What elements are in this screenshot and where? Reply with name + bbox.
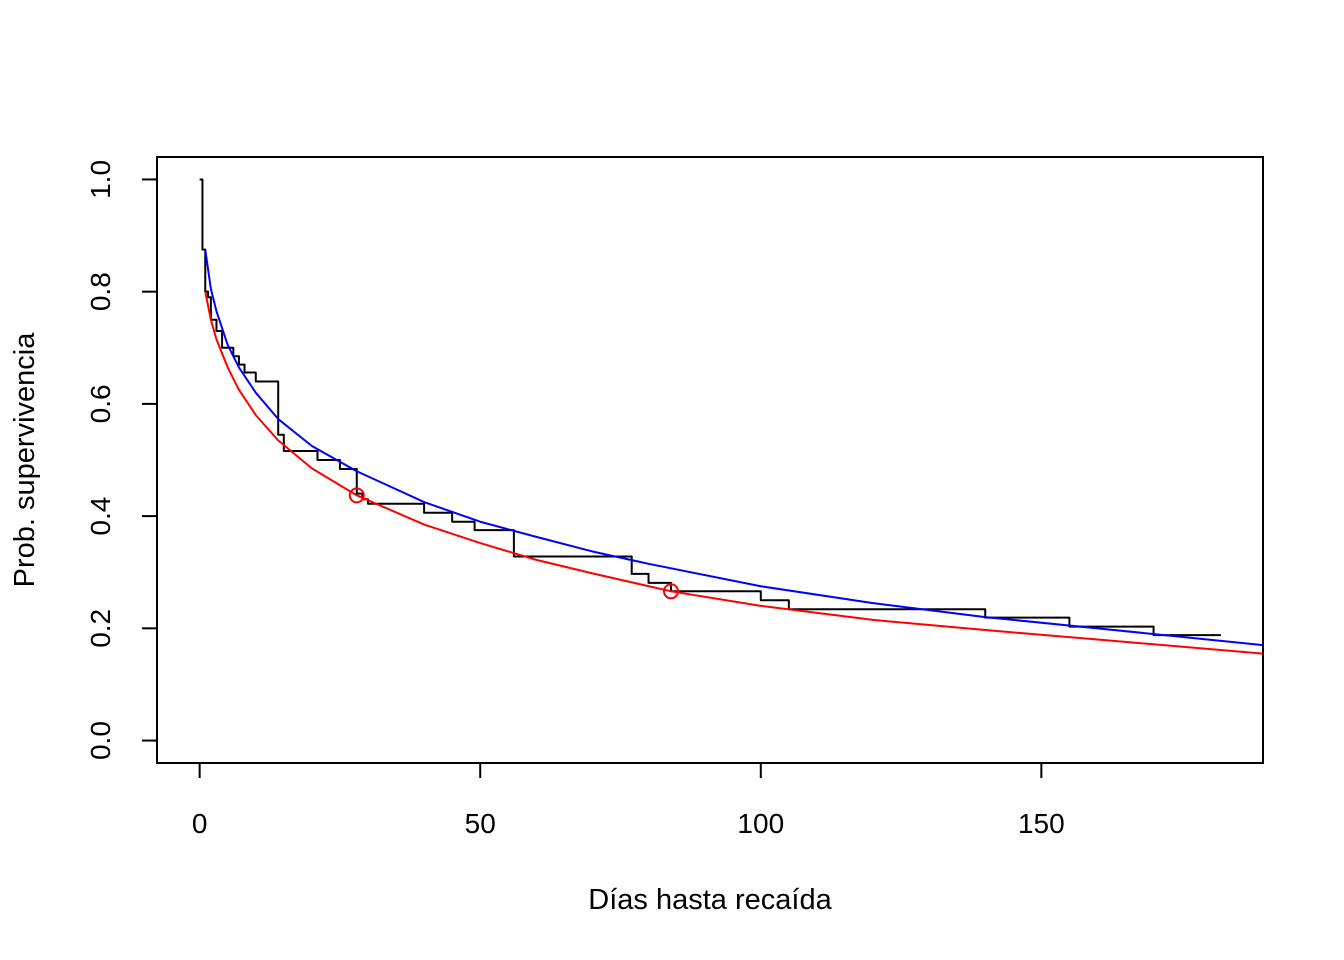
y-tick-label: 0.6: [85, 384, 116, 423]
fitted-curve-2: [204, 291, 1263, 655]
x-axis: 0 50 100 150: [192, 762, 1065, 839]
x-tick-label: 0: [192, 808, 208, 839]
data-point: [663, 583, 680, 600]
y-tick-label: 0.8: [85, 272, 116, 311]
y-axis: 0.0 0.2 0.4 0.6 0.8 1.0: [85, 160, 158, 760]
y-axis-label: Prob. supervivencia: [9, 332, 41, 588]
data-point: [348, 487, 365, 504]
fitted-curve-1: [204, 249, 1263, 647]
x-tick-label: 50: [465, 808, 496, 839]
x-tick-label: 100: [737, 808, 784, 839]
plot-area: [199, 178, 1263, 655]
x-axis-label: Días hasta recaída: [588, 884, 832, 916]
x-tick-label: 150: [1018, 808, 1065, 839]
y-tick-label: 0.0: [85, 721, 116, 760]
y-tick-label: 1.0: [85, 160, 116, 199]
y-tick-label: 0.4: [85, 497, 116, 536]
y-tick-label: 0.2: [85, 609, 116, 648]
km-step-line: [199, 178, 1221, 637]
